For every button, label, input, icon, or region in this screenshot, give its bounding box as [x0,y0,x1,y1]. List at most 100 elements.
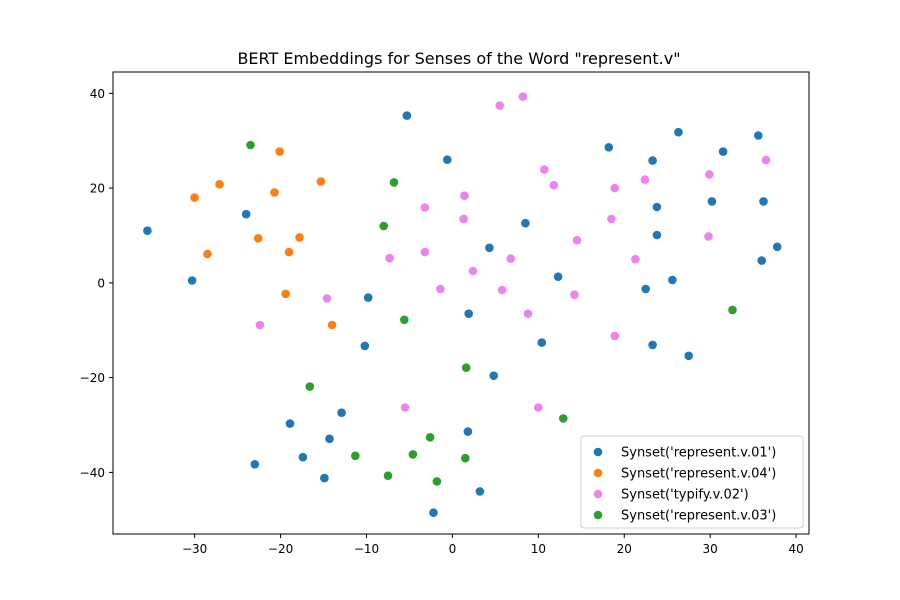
scatter-point [523,309,533,319]
y-tick-label: −20 [80,371,105,385]
scatter-point [436,284,445,294]
legend-label: Synset('represent.v.01') [621,446,776,461]
scatter-point [420,203,430,212]
scatter-point [400,403,410,412]
x-tick-label: 10 [531,542,546,556]
plot-area-frame [112,71,810,535]
scatter-point [425,433,435,442]
scatter-point [772,242,782,252]
x-tick-label: 20 [617,542,632,556]
scatter-point [485,243,494,253]
scatter-point [305,382,315,391]
scatter-point [652,202,662,212]
legend-box [580,435,804,529]
scatter-point [402,111,412,120]
scatter-point [284,247,294,257]
scatter-point [363,293,373,302]
scatter-point [270,188,279,197]
scatter-point [559,414,568,423]
scatter-point [322,294,332,303]
scatter-point [607,214,616,224]
scatter-point [295,233,304,242]
scatter-point [385,253,395,263]
scatter-point [190,193,199,202]
scatter-point [754,131,763,140]
scatter-point [298,452,308,462]
scatter-point [674,127,683,137]
scatter-point [420,247,430,257]
scatter-point [429,508,438,517]
scatter-point [379,221,389,231]
scatter-point [572,235,582,245]
y-tick-label: −40 [80,466,105,480]
scatter-point [246,140,255,150]
y-tick-label: 40 [90,87,105,101]
scatter-point [241,209,251,219]
scatter-point [604,143,614,152]
x-tick-label: 30 [703,542,718,556]
scatter-point [704,232,713,241]
scatter-point [463,427,473,436]
scatter-point [443,155,452,164]
scatter-point [275,147,285,156]
scatter-point [143,226,152,235]
scatter-point [759,197,768,206]
scatter-point [327,320,337,330]
scatter-point [631,254,640,264]
scatter-point [389,178,399,187]
scatter-point [320,473,329,483]
legend-marker [593,447,603,457]
scatter-point [432,477,442,486]
scatter-point [718,147,728,156]
scatter-point [648,156,657,165]
scatter-point [570,290,579,300]
scatter-point [461,363,471,373]
scatter-point [553,272,563,282]
legend-marker [593,468,603,478]
scatter-point [316,177,326,186]
legend: Synset('represent.v.01') Synset('represen… [580,435,804,529]
scatter-point [383,471,393,481]
scatter-point [461,453,470,463]
scatter-point [668,275,677,285]
scatter-point [537,338,547,347]
scatter-point [506,254,516,263]
x-tick-label: −10 [354,542,379,556]
scatter-point [203,249,212,259]
scatter-point [652,230,662,240]
axis-ticks: −30 −20 −10 0 10 20 30 40 −40 −20 0 20 40 [80,87,804,556]
scatter-point [549,180,559,190]
scatter-point [757,256,766,265]
scatter-point [253,234,263,243]
scatter-point [648,340,657,350]
scatter-point [641,284,650,294]
scatter-point [497,285,507,295]
x-tick-label: 0 [449,542,457,556]
scatter-point [495,101,505,110]
scatter-point [255,320,265,330]
legend-label: Synset('represent.v.04') [621,467,776,482]
x-tick-label: 40 [788,542,803,556]
scatter-point [459,214,468,224]
scatter-point [761,155,771,165]
x-tick-label: −20 [268,542,293,556]
scatter-point [610,183,620,193]
scatter-point [468,266,478,276]
scatter-point [610,331,620,341]
scatter-point [360,341,370,351]
y-tick-label: 20 [90,182,105,196]
scatter-point [521,218,530,228]
scatter-point [250,460,260,469]
scatter-point [281,289,291,299]
scatter-point [460,191,469,200]
chart-title: BERT Embeddings for Senses of the Word "… [237,49,680,68]
legend-label: Synset('typify.v.02') [621,488,749,503]
scatter-point [518,92,528,101]
scatter-point [408,450,418,459]
scatter-point [464,309,474,319]
scatter-point [705,170,714,179]
scatter-point [400,315,409,325]
scatter-point [640,175,650,184]
scatter-point [489,371,499,381]
